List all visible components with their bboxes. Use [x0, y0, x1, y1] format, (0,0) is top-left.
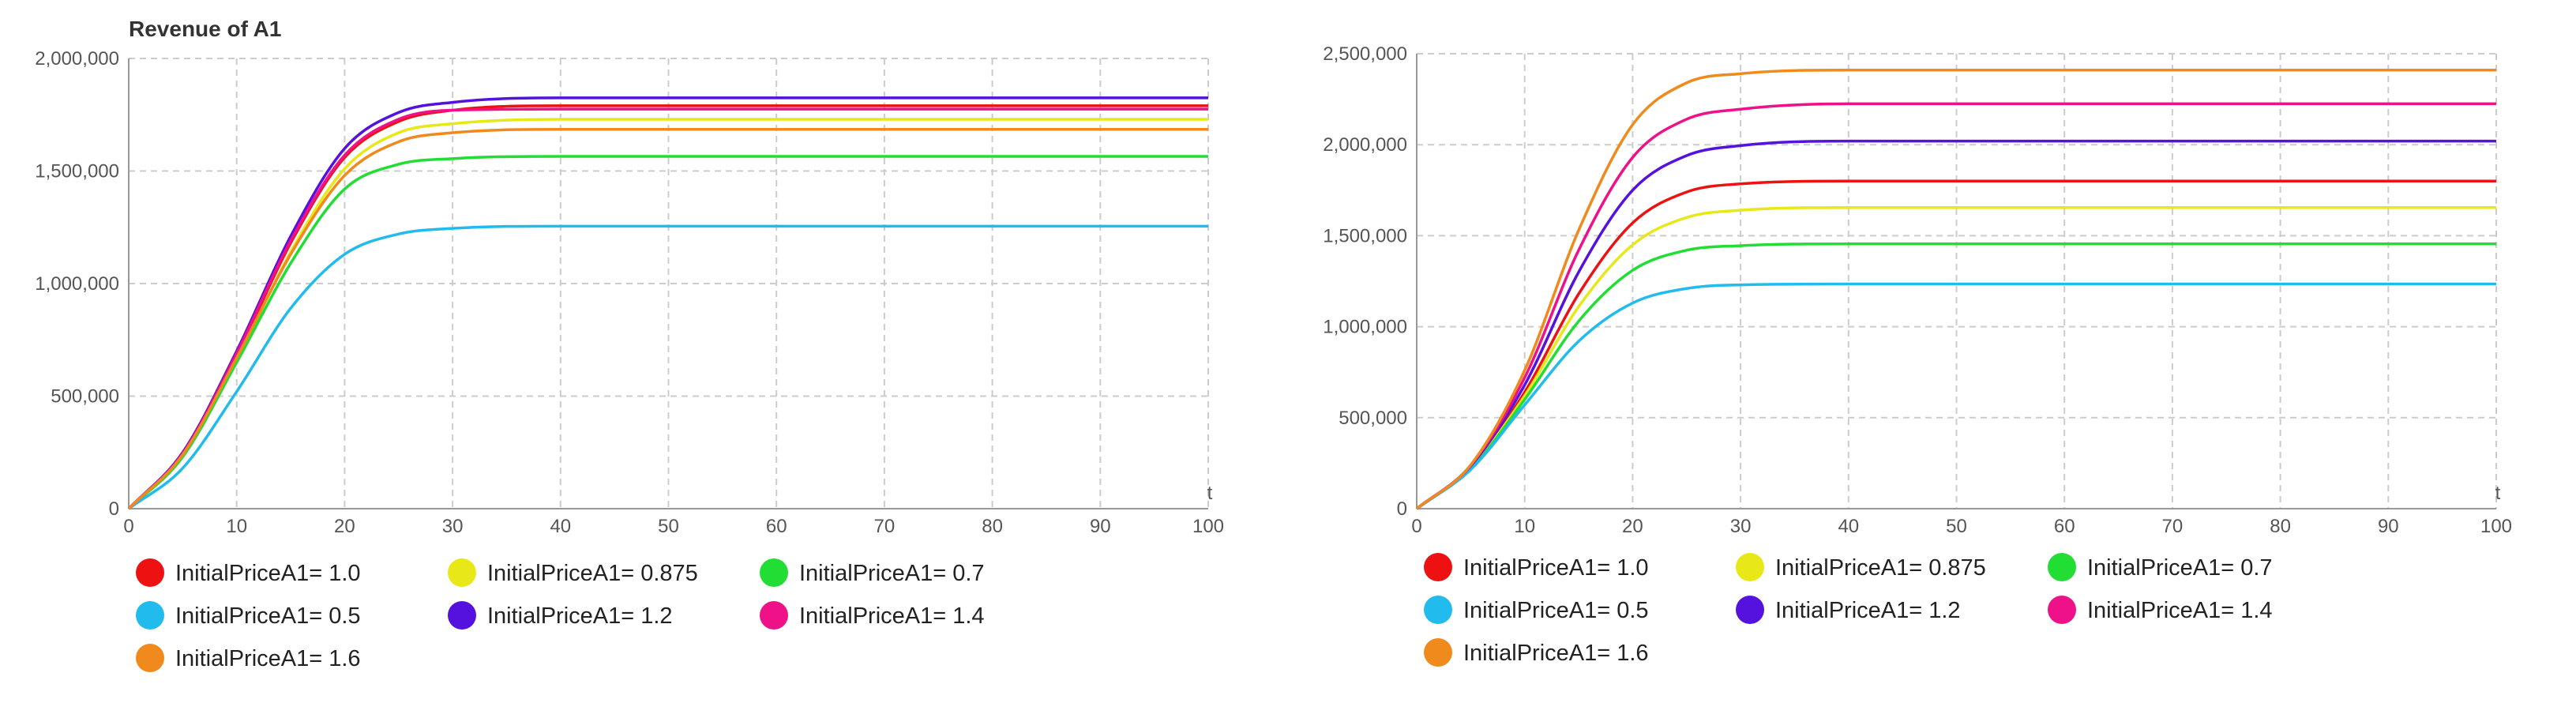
- y-tick-label: 2,000,000: [35, 48, 119, 70]
- series-line: [127, 224, 1208, 510]
- legend-swatch: [2048, 553, 2076, 581]
- x-tick-label: 60: [766, 516, 787, 537]
- legend-swatch: [1424, 596, 1452, 624]
- legend-swatch: [136, 558, 164, 587]
- y-tick-label: 0: [1397, 498, 1407, 520]
- legend-item[interactable]: InitialPriceA1= 1.0: [136, 558, 361, 587]
- legend-swatch: [760, 558, 788, 587]
- x-tick-label: 10: [226, 516, 247, 537]
- x-tick-label: 60: [2054, 516, 2075, 537]
- chart-panel-left: Revenue of A1 0 10 20 30 40 50 60 70 80 90 100 t 0 50…: [35, 17, 1224, 672]
- x-tick-label: 70: [2162, 516, 2184, 537]
- legend-item[interactable]: InitialPriceA1= 1.0: [1424, 553, 1649, 581]
- legend-swatch: [1424, 553, 1452, 581]
- grid: [129, 58, 1209, 509]
- y-tick-label: 1,500,000: [35, 161, 119, 182]
- legend-swatch: [760, 601, 788, 630]
- legend-swatch: [136, 601, 164, 630]
- legend-item[interactable]: InitialPriceA1= 1.2: [1736, 596, 1961, 624]
- y-tick-label: 0: [109, 498, 119, 520]
- legend: InitialPriceA1= 1.0 InitialPriceA1= 0.875…: [1424, 553, 2273, 667]
- legend-label: InitialPriceA1= 1.4: [799, 603, 985, 629]
- x-tick-label: 0: [123, 516, 133, 537]
- chart-title: Revenue of A1: [129, 17, 281, 41]
- legend-swatch: [136, 644, 164, 672]
- series-line: [127, 155, 1208, 510]
- x-tick-label: 70: [874, 516, 896, 537]
- y-tick-label: 500,000: [51, 386, 119, 408]
- legend-label: InitialPriceA1= 0.875: [487, 561, 698, 586]
- x-tick-label: 10: [1514, 516, 1535, 537]
- x-tick-label: 80: [982, 516, 1003, 537]
- legend-item[interactable]: InitialPriceA1= 0.7: [760, 558, 985, 587]
- x-tick-label: 90: [2378, 516, 2399, 537]
- legend-item[interactable]: InitialPriceA1= 1.4: [2048, 596, 2273, 624]
- legend-label: InitialPriceA1= 1.2: [1775, 598, 1961, 623]
- legend-swatch: [2048, 596, 2076, 624]
- x-tick-label: 20: [1622, 516, 1643, 537]
- legend-item[interactable]: InitialPriceA1= 0.875: [448, 558, 698, 587]
- legend-swatch: [448, 558, 476, 587]
- x-tick-label: 50: [1946, 516, 1967, 537]
- x-tick-label: 40: [1838, 516, 1859, 537]
- legend-item[interactable]: InitialPriceA1= 0.5: [1424, 596, 1649, 624]
- legend-label: InitialPriceA1= 1.2: [487, 603, 673, 629]
- revenue-chart-left: Revenue of A1 0 10 20 30 40 50 60 70 80 90 100 t 0 50…: [35, 17, 1224, 672]
- legend-label: InitialPriceA1= 0.875: [1775, 555, 1986, 581]
- series-line: [1415, 102, 2496, 510]
- x-tick-label: 80: [2270, 516, 2291, 537]
- legend-item[interactable]: InitialPriceA1= 1.2: [448, 601, 673, 630]
- legend-label: InitialPriceA1= 1.4: [2087, 598, 2273, 623]
- series-line: [1415, 205, 2496, 510]
- x-tick-label: 30: [1730, 516, 1752, 537]
- x-tick-label: 30: [442, 516, 464, 537]
- series-line: [1415, 139, 2496, 510]
- legend-label: InitialPriceA1= 0.5: [1463, 598, 1649, 623]
- legend-swatch: [448, 601, 476, 630]
- y-tick-label: 1,000,000: [1323, 317, 1407, 338]
- x-tick-label: 40: [550, 516, 571, 537]
- y-tick-label: 2,500,000: [1323, 43, 1407, 65]
- x-tick-label: 100: [1192, 516, 1224, 537]
- x-tick-label: 20: [334, 516, 355, 537]
- legend-swatch: [1736, 596, 1764, 624]
- y-tick-label: 1,000,000: [35, 273, 119, 295]
- legend-item[interactable]: InitialPriceA1= 0.5: [136, 601, 361, 630]
- legend-label: InitialPriceA1= 1.0: [175, 561, 361, 586]
- legend-swatch: [1736, 553, 1764, 581]
- x-axis-label: t: [2495, 483, 2501, 504]
- series-line: [1415, 242, 2496, 510]
- y-tick-label: 1,500,000: [1323, 225, 1407, 246]
- series-line: [1415, 179, 2496, 510]
- legend-label: InitialPriceA1= 0.7: [2087, 555, 2273, 581]
- x-tick-label: 50: [658, 516, 679, 537]
- legend-item[interactable]: InitialPriceA1= 1.6: [136, 644, 361, 672]
- legend-label: InitialPriceA1= 1.0: [1463, 555, 1649, 581]
- legend-item[interactable]: InitialPriceA1= 0.875: [1736, 553, 1986, 581]
- y-tick-label: 2,000,000: [1323, 134, 1407, 156]
- series-line: [127, 107, 1208, 510]
- x-tick-label: 0: [1411, 516, 1421, 537]
- grid: [1417, 53, 2497, 509]
- legend-item[interactable]: InitialPriceA1= 0.7: [2048, 553, 2273, 581]
- legend-swatch: [1424, 638, 1452, 667]
- revenue-chart-right: 0 10 20 30 40 50 60 70 80 90 100 t 0 500,000 1,000,000…: [1323, 43, 2512, 667]
- series-line: [127, 128, 1208, 510]
- chart-panel-right: 0 10 20 30 40 50 60 70 80 90 100 t 0 500,000 1,000,000…: [1288, 0, 2576, 718]
- series-line: [1415, 282, 2496, 510]
- legend-label: InitialPriceA1= 0.7: [799, 561, 985, 586]
- y-tick-label: 500,000: [1339, 408, 1407, 429]
- legend-item[interactable]: InitialPriceA1= 1.6: [1424, 638, 1649, 667]
- legend-item[interactable]: InitialPriceA1= 1.4: [760, 601, 985, 630]
- series-line: [1415, 68, 2496, 510]
- x-tick-label: 90: [1090, 516, 1111, 537]
- x-tick-label: 100: [2480, 516, 2512, 537]
- legend: InitialPriceA1= 1.0 InitialPriceA1= 0.875…: [136, 558, 985, 672]
- legend-label: InitialPriceA1= 0.5: [175, 603, 361, 629]
- legend-label: InitialPriceA1= 1.6: [1463, 641, 1649, 666]
- legend-label: InitialPriceA1= 1.6: [175, 646, 361, 671]
- x-axis-label: t: [1207, 483, 1213, 504]
